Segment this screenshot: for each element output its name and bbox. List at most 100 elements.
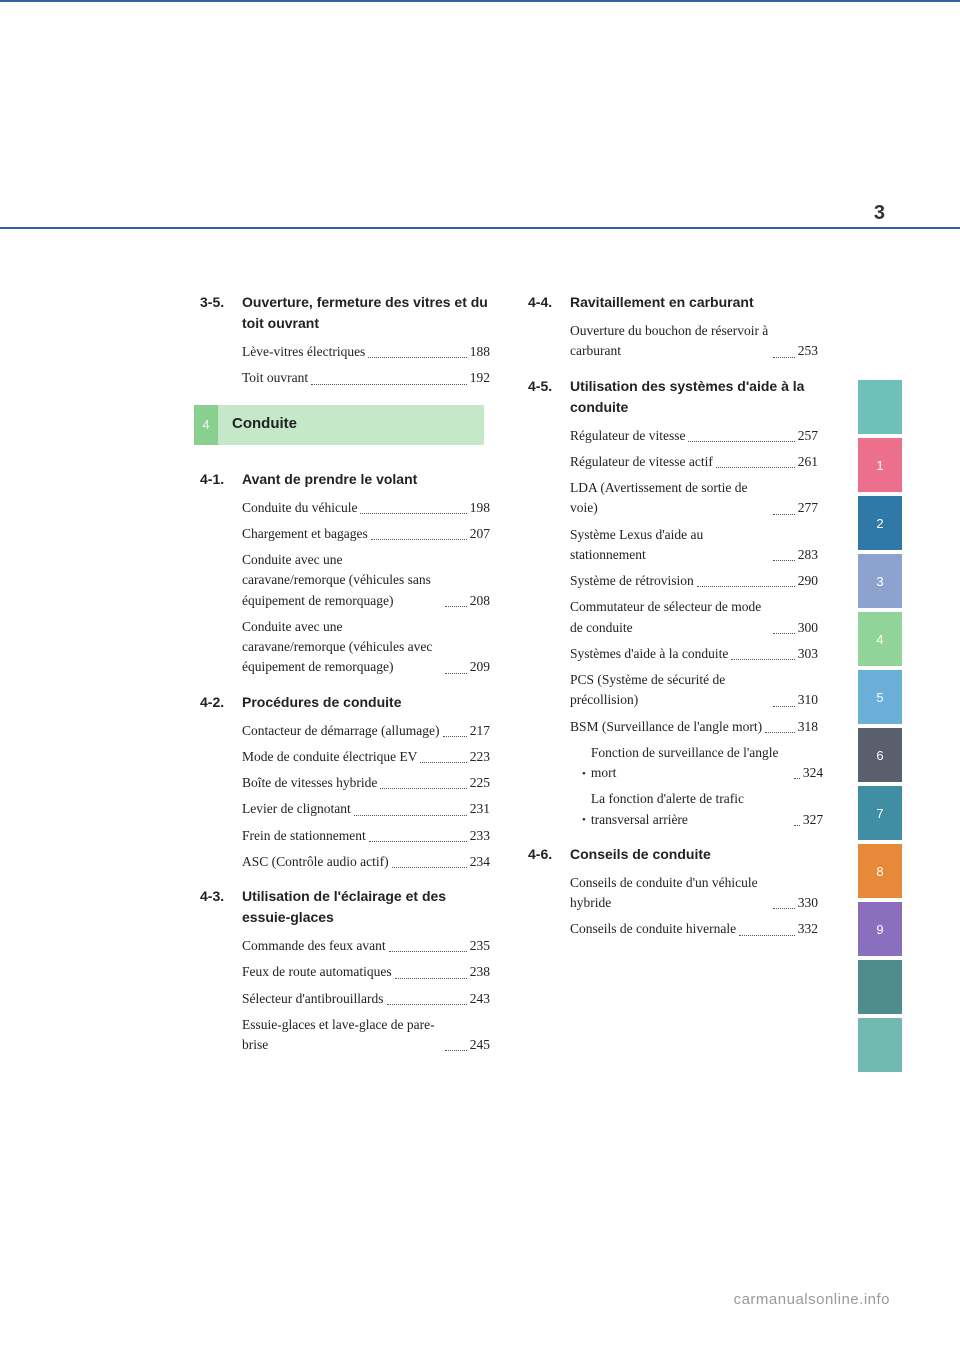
toc-entry-label: Boîte de vitesses hybride [242,773,377,793]
toc-entry-page: 217 [470,721,490,741]
toc-entry-page: 330 [798,893,818,913]
bullet-icon: • [582,766,586,783]
toc-leader-dots [794,825,800,826]
section-title: Ouverture, fermeture des vitres et du to… [242,292,490,334]
toc-entry[interactable]: Levier de clignotant231 [242,799,490,819]
section-tab-1[interactable]: 1 [858,438,902,492]
toc-entry[interactable]: Conseils de conduite hivernale332 [570,919,818,939]
section-heading: 4-1.Avant de prendre le volant [200,469,490,490]
section-tab-8[interactable]: 8 [858,844,902,898]
section-tab-2[interactable]: 2 [858,496,902,550]
toc-leader-dots [773,706,795,707]
toc-entry-label: La fonction d'alerte de trafic transvers… [591,789,791,830]
toc-entry[interactable]: Boîte de vitesses hybride225 [242,773,490,793]
toc-entry[interactable]: •Fonction de surveillance de l'angle mor… [582,743,818,784]
section-tab-blank-0[interactable] [858,380,902,434]
section-tab-blank-11[interactable] [858,1018,902,1072]
toc-entry[interactable]: ASC (Contrôle audio actif)234 [242,852,490,872]
toc-entry-page: 300 [798,618,818,638]
toc-entry-label: PCS (Système de sécurité de précollision… [570,670,770,711]
section-tab-4[interactable]: 4 [858,612,902,666]
toc-entry[interactable]: Système Lexus d'aide au stationnement283 [570,525,818,566]
toc-entry-label: Système Lexus d'aide au stationnement [570,525,770,566]
toc-leader-dots [716,467,795,468]
toc-entry[interactable]: Systèmes d'aide à la conduite 303 [570,644,818,664]
toc-entry-label: Essuie-glaces et lave-glace de pare-bris… [242,1015,442,1056]
toc-entry-label: Contacteur de démarrage (allumage) [242,721,440,741]
toc-entry-page: 223 [470,747,490,767]
section-tab-blank-10[interactable] [858,960,902,1014]
toc-entry[interactable]: Commande des feux avant235 [242,936,490,956]
toc-entry-label: Systèmes d'aide à la conduite [570,644,728,664]
toc-entry[interactable]: •La fonction d'alerte de trafic transver… [582,789,818,830]
toc-entry[interactable]: Conduite du véhicule 198 [242,498,490,518]
toc-entry-label: Conseils de conduite hivernale [570,919,736,939]
toc-leader-dots [773,514,795,515]
toc-leader-dots [395,978,467,979]
toc-leader-dots [773,560,795,561]
toc-entry-page: 238 [470,962,490,982]
toc-entry-page: 303 [798,644,818,664]
section-title: Ravitaillement en carburant [570,292,818,313]
toc-leader-dots [420,762,466,763]
toc-leader-dots [354,815,467,816]
toc-entry-label: Conduite du véhicule [242,498,357,518]
toc-entry[interactable]: Commutateur de sélecteur de mode de cond… [570,597,818,638]
toc-entry-label: Régulateur de vitesse actif [570,452,713,472]
toc-entry[interactable]: Conduite avec une caravane/remorque (véh… [242,550,490,611]
toc-entry[interactable]: BSM (Surveillance de l'angle mort)318 [570,717,818,737]
toc-leader-dots [731,659,794,660]
toc-entry[interactable]: PCS (Système de sécurité de précollision… [570,670,818,711]
toc-entry[interactable]: Conseils de conduite d'un véhicule hybri… [570,873,818,914]
toc-entry[interactable]: Ouverture du bouchon de réservoir à carb… [570,321,818,362]
footer-watermark: carmanualsonline.info [734,1291,890,1308]
toc-leader-dots [368,357,466,358]
toc-entry[interactable]: LDA (Avertissement de sortie de voie)277 [570,478,818,519]
toc-entry-page: 234 [470,852,490,872]
section-heading: 4-4.Ravitaillement en carburant [528,292,818,313]
toc-entry[interactable]: Conduite avec une caravane/remorque (véh… [242,617,490,678]
toc-leader-dots [392,867,467,868]
section-tab-9[interactable]: 9 [858,902,902,956]
chapter-title: Conduite [218,405,484,445]
toc-entry[interactable]: Essuie-glaces et lave-glace de pare-bris… [242,1015,490,1056]
toc-entry[interactable]: Régulateur de vitesse257 [570,426,818,446]
toc-leader-dots [445,1050,467,1051]
toc-entry-label: Mode de conduite électrique EV [242,747,417,767]
section-title: Procédures de conduite [242,692,490,713]
section-number: 4-1. [200,469,242,490]
section-tab-3[interactable]: 3 [858,554,902,608]
toc-entry[interactable]: Feux de route automatiques238 [242,962,490,982]
toc-entry-label: Lève-vitres électriques [242,342,365,362]
toc-leader-dots [445,606,467,607]
toc-entry-page: 257 [798,426,818,446]
section-tab-7[interactable]: 7 [858,786,902,840]
toc-entry-page: 290 [798,571,818,591]
toc-entry-page: 209 [470,657,490,677]
toc-leader-dots [380,788,466,789]
toc-entry[interactable]: Contacteur de démarrage (allumage) 217 [242,721,490,741]
toc-leader-dots [371,539,467,540]
toc-entry-page: 208 [470,591,490,611]
section-heading: 3-5.Ouverture, fermeture des vitres et d… [200,292,490,334]
toc-entry-page: 198 [470,498,490,518]
toc-entry-label: Conduite avec une caravane/remorque (véh… [242,550,442,611]
section-tab-5[interactable]: 5 [858,670,902,724]
toc-entry-label: LDA (Avertissement de sortie de voie) [570,478,770,519]
toc-leader-dots [697,586,795,587]
toc-entry[interactable]: Mode de conduite électrique EV 223 [242,747,490,767]
toc-entry[interactable]: Système de rétrovision290 [570,571,818,591]
toc-entry[interactable]: Régulateur de vitesse actif261 [570,452,818,472]
toc-entry[interactable]: Frein de stationnement233 [242,826,490,846]
page-number: 3 [874,202,885,225]
toc-leader-dots [739,935,795,936]
toc-entry[interactable]: Sélecteur d'antibrouillards243 [242,989,490,1009]
toc-leader-dots [773,908,795,909]
toc-entry[interactable]: Toit ouvrant192 [242,368,490,388]
section-tab-6[interactable]: 6 [858,728,902,782]
toc-leader-dots [445,673,467,674]
toc-entry[interactable]: Lève-vitres électriques188 [242,342,490,362]
toc-entry[interactable]: Chargement et bagages207 [242,524,490,544]
document-page: 3 123456789 3-5.Ouverture, fermeture des… [0,0,960,1358]
toc-entry-label: Sélecteur d'antibrouillards [242,989,384,1009]
